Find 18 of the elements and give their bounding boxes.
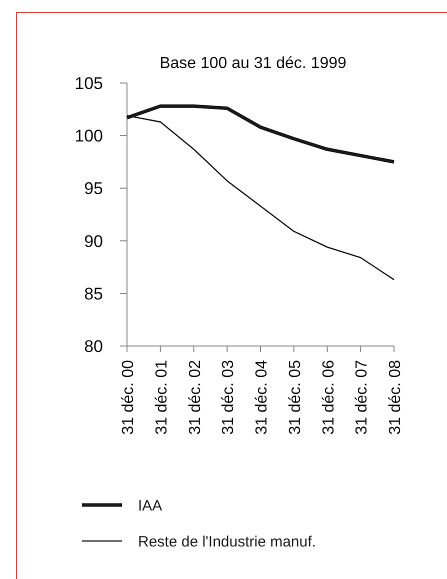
x-tick-label: 31 déc. 00 xyxy=(120,360,137,435)
x-tick-label: 31 déc. 05 xyxy=(286,360,304,435)
x-tick-label: 31 déc. 01 xyxy=(153,360,170,435)
y-tick-label: 80 xyxy=(84,336,103,356)
y-tick-label: 100 xyxy=(74,126,103,146)
y-tick-label: 90 xyxy=(84,232,103,251)
x-tick-label: 31 déc. 06 xyxy=(320,360,338,435)
x-tick-label: 31 déc. 03 xyxy=(220,360,238,435)
y-tick-label: 85 xyxy=(84,284,103,304)
legend-label: Reste de l'Industrie manuf. xyxy=(138,533,316,550)
x-tick-label: 31 déc. 04 xyxy=(254,360,270,435)
x-tick-label: 31 déc. 08 xyxy=(387,360,404,435)
x-tick-label: 31 déc. 07 xyxy=(354,360,371,435)
x-tick-label: 31 déc. 02 xyxy=(186,360,204,435)
y-tick-label: 95 xyxy=(84,179,103,198)
y-tick-label: 105 xyxy=(74,74,103,93)
chart-title: Base 100 au 31 déc. 1999 xyxy=(160,55,347,72)
legend-label: IAA xyxy=(138,497,162,514)
